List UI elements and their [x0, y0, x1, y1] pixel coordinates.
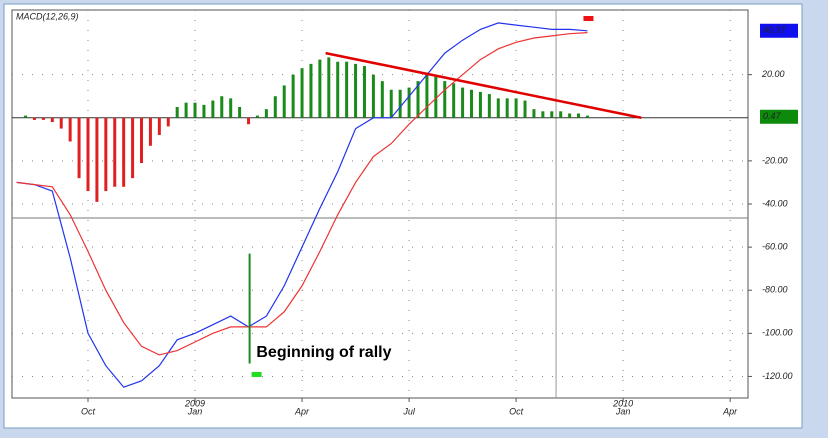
last-marker: [583, 16, 594, 21]
histogram-bar: [211, 100, 215, 118]
histogram-bar: [157, 117, 161, 136]
histogram-bar: [371, 74, 375, 118]
histogram-bar: [229, 98, 233, 118]
histogram-bar: [541, 111, 545, 118]
histogram-bar: [238, 107, 242, 118]
histogram-bar: [380, 81, 384, 118]
histogram-bar: [470, 89, 474, 118]
histogram-bar: [362, 66, 366, 118]
histogram-bar: [336, 61, 340, 118]
histogram-bar: [166, 117, 170, 127]
histogram-bar: [550, 111, 554, 118]
x-tick-label: Jul: [402, 406, 416, 416]
series-line: [16, 32, 588, 356]
histogram-bar: [389, 89, 393, 118]
value-box-label: 40.37: [763, 25, 787, 35]
histogram-bar: [291, 74, 295, 118]
histogram-bar: [273, 96, 277, 118]
histogram-bar: [175, 107, 179, 118]
histogram-bar: [318, 59, 322, 118]
value-box-label: 0.47: [763, 111, 782, 121]
y-tick-label: -60.00: [762, 241, 788, 251]
histogram-bar: [559, 111, 563, 118]
trend-line: [325, 51, 642, 120]
histogram-bar: [255, 115, 259, 118]
histogram-bar: [140, 117, 144, 164]
histogram-bar: [354, 63, 358, 118]
histogram-bar: [202, 104, 206, 118]
histogram-bar: [345, 61, 349, 118]
histogram-bar: [282, 85, 286, 118]
histogram-bar: [452, 83, 456, 118]
histogram-bar: [514, 98, 518, 118]
year-label: 2009: [184, 398, 205, 408]
histogram-bar: [77, 117, 81, 179]
histogram-bar: [113, 117, 117, 187]
histogram-bar: [568, 113, 572, 118]
histogram-bar: [309, 63, 313, 118]
histogram-bar: [247, 117, 251, 125]
histogram-bar: [24, 115, 28, 118]
year-label: 2010: [612, 398, 633, 408]
histogram-bar: [487, 94, 491, 118]
histogram-bar: [220, 96, 224, 118]
value-box: [760, 23, 798, 38]
histogram-bar: [86, 117, 90, 192]
histogram-bar: [585, 115, 589, 118]
histogram-bar: [425, 72, 429, 118]
x-tick-label: Apr: [722, 406, 738, 416]
chart-title: MACD(12,26,9): [16, 11, 79, 21]
histogram-bar: [407, 87, 411, 118]
annotation: Beginning of rally: [256, 344, 391, 361]
histogram-bar: [184, 102, 188, 118]
x-tick-label: Oct: [81, 406, 96, 416]
histogram-bar: [327, 57, 331, 118]
histogram-bar: [398, 89, 402, 118]
histogram-bar: [505, 98, 509, 118]
y-tick-label: 20.00: [761, 69, 785, 79]
histogram-bar: [131, 117, 135, 179]
histogram-bar: [434, 76, 438, 118]
x-tick-label: Jan: [187, 406, 203, 416]
series-line: [16, 22, 588, 388]
histogram-bar: [264, 109, 268, 118]
y-tick-label: -120.00: [762, 371, 793, 381]
histogram-bar: [523, 100, 527, 118]
plot-area: [11, 9, 749, 399]
histogram-bar: [416, 81, 420, 118]
y-tick-label: -100.00: [762, 328, 793, 338]
y-tick-label: -80.00: [762, 285, 788, 295]
histogram-bar: [95, 117, 99, 202]
y-tick-label: -40.00: [762, 198, 788, 208]
y-tick-label: -20.00: [762, 155, 788, 165]
histogram-bar: [59, 117, 63, 129]
histogram-bar: [32, 117, 36, 120]
histogram-bar: [577, 113, 581, 118]
x-tick-label: Apr: [294, 406, 310, 416]
histogram-bar: [300, 68, 304, 118]
x-tick-label: Oct: [509, 406, 524, 416]
histogram-bar: [461, 87, 465, 118]
histogram-bar: [193, 102, 197, 118]
histogram-bar: [122, 117, 126, 187]
value-box: [760, 109, 798, 124]
histogram-bar: [532, 109, 536, 118]
histogram-bar: [478, 91, 482, 118]
histogram-bar: [496, 98, 500, 118]
signal-marker: [251, 372, 262, 377]
histogram-bar: [443, 81, 447, 118]
plot: [12, 10, 752, 402]
histogram-bar: [104, 117, 108, 192]
histogram-bar: [148, 117, 152, 146]
histogram-bar: [68, 117, 72, 142]
x-tick-label: Jan: [615, 406, 631, 416]
histogram-bar: [50, 117, 54, 123]
histogram-bar: [41, 117, 45, 120]
